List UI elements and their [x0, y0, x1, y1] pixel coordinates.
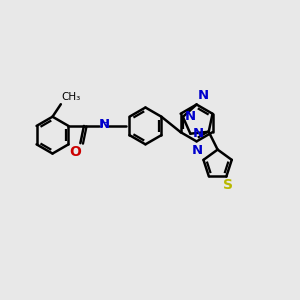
Text: N: N: [192, 144, 203, 157]
Text: CH₃: CH₃: [61, 92, 81, 102]
Text: S: S: [223, 178, 233, 192]
Text: N: N: [99, 118, 110, 130]
Text: O: O: [70, 145, 82, 159]
Text: H: H: [101, 119, 109, 129]
Text: N: N: [198, 89, 209, 102]
Text: N: N: [193, 127, 204, 140]
Text: N: N: [184, 110, 196, 123]
